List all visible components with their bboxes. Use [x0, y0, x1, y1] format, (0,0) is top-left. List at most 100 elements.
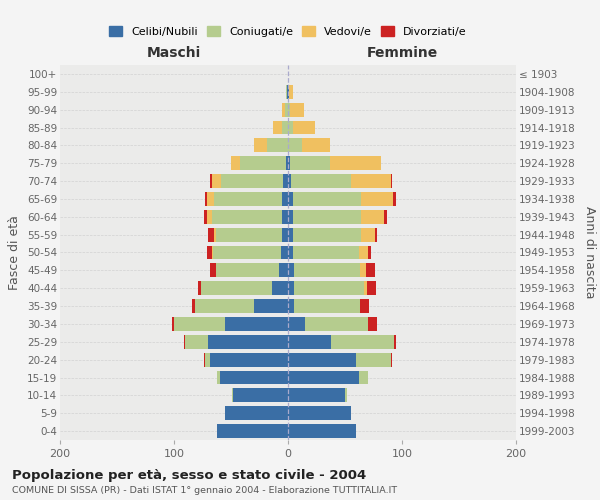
Bar	[350, 174, 391, 188]
Bar	[384, 210, 387, 224]
Bar	[368, 246, 371, 260]
Bar	[233, 388, 288, 402]
Bar	[294, 299, 360, 313]
Bar	[283, 228, 288, 241]
Bar	[214, 192, 283, 206]
Bar	[283, 192, 288, 206]
Text: Maschi: Maschi	[147, 46, 201, 60]
Text: COMUNE DI SISSA (PR) - Dati ISTAT 1° gennaio 2004 - Elaborazione TUTTITALIA.IT: COMUNE DI SISSA (PR) - Dati ISTAT 1° gen…	[12, 486, 397, 495]
Bar	[288, 156, 290, 170]
Bar	[268, 138, 288, 152]
Bar	[294, 281, 364, 295]
Y-axis label: Fasce di età: Fasce di età	[8, 215, 22, 290]
Bar	[288, 228, 293, 241]
Bar	[232, 388, 233, 402]
Bar	[172, 317, 174, 331]
Bar	[391, 174, 392, 188]
Bar	[293, 246, 359, 260]
Bar	[293, 120, 316, 134]
Bar	[361, 228, 374, 241]
Bar	[174, 317, 226, 331]
Bar	[360, 299, 369, 313]
Bar	[192, 299, 194, 313]
Bar	[361, 210, 384, 224]
Bar	[288, 102, 290, 117]
Bar	[211, 352, 288, 366]
Bar	[305, 317, 368, 331]
Bar	[359, 246, 368, 260]
Bar	[208, 335, 288, 349]
Bar	[361, 192, 393, 206]
Bar	[288, 388, 345, 402]
Bar	[364, 281, 367, 295]
Bar	[288, 85, 289, 99]
Bar	[394, 335, 396, 349]
Bar	[356, 352, 391, 366]
Bar	[288, 335, 331, 349]
Bar	[217, 424, 288, 438]
Bar	[288, 120, 293, 134]
Bar	[207, 210, 212, 224]
Bar	[288, 406, 350, 420]
Bar	[211, 264, 216, 278]
Bar	[213, 246, 281, 260]
Bar	[211, 174, 212, 188]
Bar	[393, 192, 397, 206]
Bar	[184, 335, 185, 349]
Bar	[288, 299, 294, 313]
Bar	[205, 352, 211, 366]
Bar	[216, 264, 279, 278]
Bar	[221, 174, 283, 188]
Bar	[293, 228, 361, 241]
Bar	[254, 138, 268, 152]
Bar	[207, 246, 212, 260]
Bar	[272, 281, 288, 295]
Bar	[286, 85, 287, 99]
Bar	[288, 424, 356, 438]
Bar	[279, 264, 288, 278]
Bar	[217, 370, 220, 384]
Bar	[288, 138, 302, 152]
Bar	[359, 370, 368, 384]
Bar	[288, 210, 293, 224]
Y-axis label: Anni di nascita: Anni di nascita	[583, 206, 596, 298]
Bar	[240, 156, 286, 170]
Bar	[185, 335, 208, 349]
Bar	[283, 174, 288, 188]
Bar	[283, 120, 288, 134]
Bar	[202, 281, 272, 295]
Bar	[194, 299, 254, 313]
Bar	[345, 388, 347, 402]
Bar	[302, 138, 330, 152]
Bar	[367, 281, 376, 295]
Bar	[331, 335, 394, 349]
Bar	[290, 102, 304, 117]
Bar	[330, 156, 382, 170]
Bar	[391, 352, 392, 366]
Bar	[288, 317, 305, 331]
Bar	[212, 246, 213, 260]
Bar	[290, 156, 330, 170]
Bar	[226, 406, 288, 420]
Bar	[212, 210, 283, 224]
Bar	[226, 317, 288, 331]
Bar	[292, 174, 351, 188]
Bar	[207, 192, 214, 206]
Bar	[374, 228, 377, 241]
Bar	[203, 210, 207, 224]
Bar	[273, 120, 283, 134]
Bar	[203, 352, 205, 366]
Bar	[254, 299, 288, 313]
Bar	[198, 281, 202, 295]
Bar	[293, 192, 361, 206]
Bar	[287, 85, 288, 99]
Bar	[288, 246, 293, 260]
Bar	[286, 156, 288, 170]
Bar	[368, 317, 377, 331]
Bar	[365, 264, 374, 278]
Bar	[288, 281, 294, 295]
Bar	[208, 228, 214, 241]
Bar	[214, 228, 216, 241]
Bar	[281, 246, 288, 260]
Text: Femmine: Femmine	[367, 46, 437, 60]
